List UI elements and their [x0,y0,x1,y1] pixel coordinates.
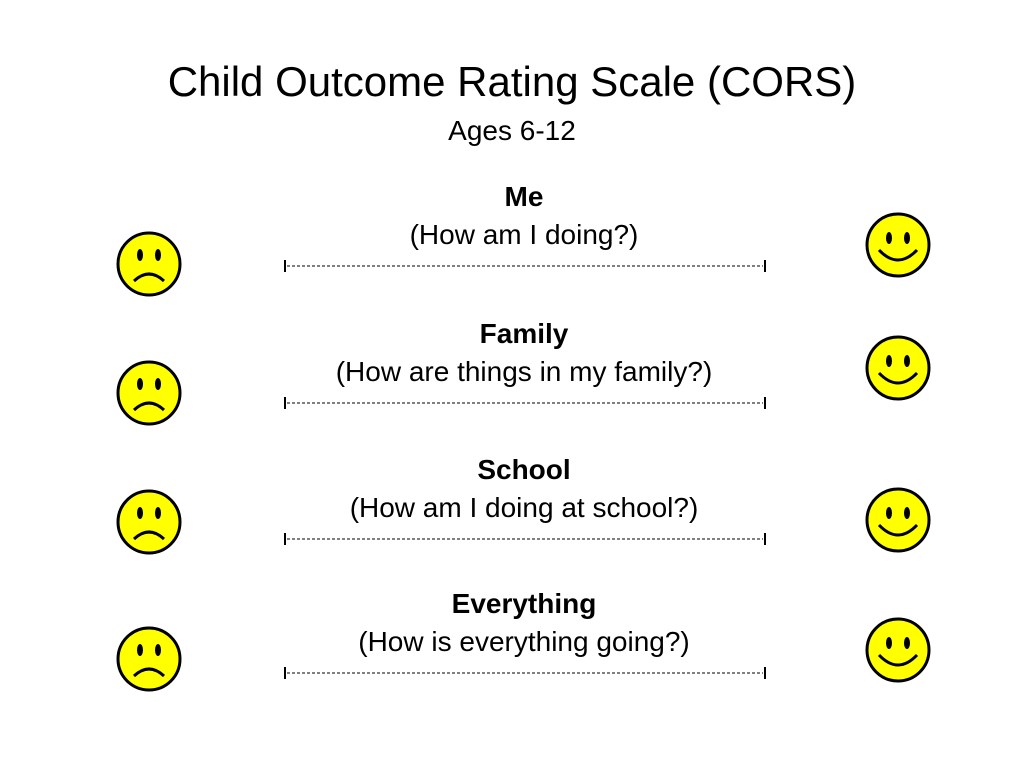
happy-face-icon [865,487,931,553]
rating-scale-line[interactable] [284,259,766,273]
rating-scale-line[interactable] [284,396,766,410]
rating-item-everything: Everything (How is everything going?) [0,587,1024,697]
sad-face-icon [116,626,182,692]
rating-scale-line[interactable] [284,666,766,680]
sad-face-icon [116,489,182,555]
item-label: Everything [451,588,597,619]
sad-face-icon [116,231,182,297]
page-title: Child Outcome Rating Scale (CORS) [167,58,857,105]
rating-scale-line[interactable] [284,532,766,546]
item-question: (How am I doing?) [409,219,639,250]
page-subtitle: Ages 6-12 [448,115,576,146]
happy-face-icon [865,212,931,278]
rating-item-me: Me (How am I doing?) [0,180,1024,290]
rating-item-family: Family (How are things in my family?) [0,317,1024,427]
happy-face-icon [865,335,931,401]
item-question: (How are things in my family?) [335,356,713,387]
happy-face-icon [865,617,931,683]
item-label: Family [479,318,569,349]
item-question: (How is everything going?) [358,626,690,657]
rating-item-school: School (How am I doing at school?) [0,453,1024,563]
item-question: (How am I doing at school?) [349,492,699,523]
item-label: Me [504,181,544,212]
sad-face-icon [116,360,182,426]
item-label: School [477,454,571,485]
